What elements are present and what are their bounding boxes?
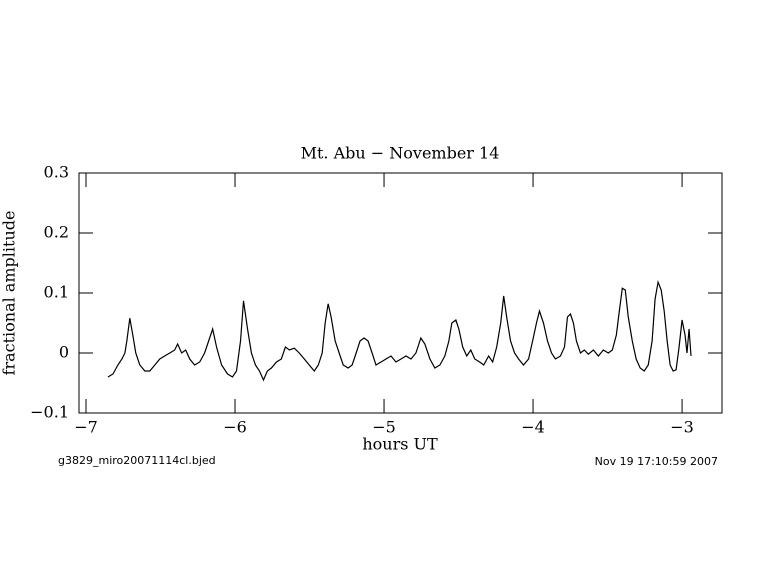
y-tick-label: −0.1	[30, 403, 69, 422]
y-tick-label: 0	[59, 343, 69, 362]
x-tick-label: −7	[74, 418, 98, 437]
chart-title: Mt. Abu − November 14	[301, 144, 500, 163]
footer-date: Nov 19 17:10:59 2007	[595, 455, 718, 468]
y-tick-label: 0.3	[44, 163, 69, 182]
x-tick-label: −3	[670, 418, 694, 437]
x-tick-label: −5	[372, 418, 396, 437]
footer-file: g3829_miro20071114cl.bjed	[58, 454, 216, 467]
y-tick-label: 0.2	[44, 223, 69, 242]
x-tick-label: −6	[223, 418, 247, 437]
x-tick-label: −4	[521, 418, 545, 437]
y-tick-label: 0.1	[44, 283, 69, 302]
light-curve	[107, 280, 692, 382]
y-axis-label: fractional amplitude	[0, 211, 19, 376]
x-axis-label: hours UT	[362, 435, 438, 454]
